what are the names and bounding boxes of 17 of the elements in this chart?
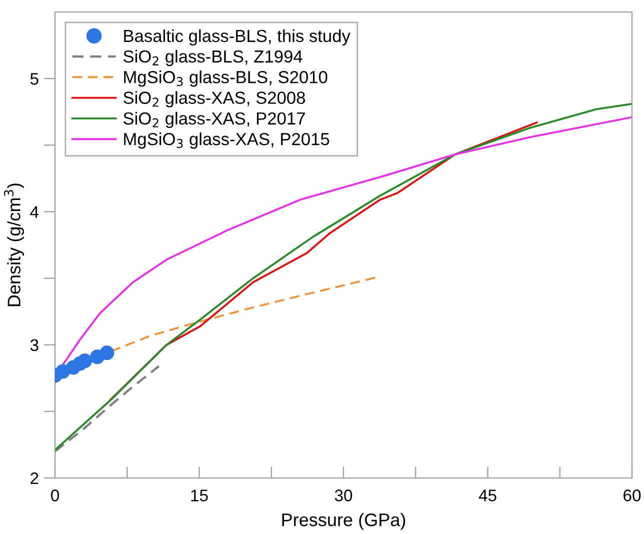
legend-label: SiO$_{2}$ glass-BLS, Z1994: [124, 50, 302, 66]
legend-label: SiO$_{2}$ glass-XAS, S2008: [124, 91, 305, 108]
y-tick-label: 4: [30, 206, 39, 218]
legend-label: MgSiO$_{3}$ glass-XAS, P2015: [124, 132, 330, 149]
y-tick-label: 2: [30, 472, 38, 484]
x-tick-label: 45: [478, 490, 496, 502]
x-tick-label: 15: [191, 490, 208, 502]
x-tick-label: 0: [51, 490, 59, 502]
y-axis-title: Density (g/cm$^{3}$): [4, 184, 24, 306]
x-tick-label: 30: [334, 490, 352, 502]
legend-label: MgSiO$_{3}$ glass-BLS, S2010: [124, 70, 328, 87]
x-tick-label: 60: [624, 490, 641, 502]
y-tick-label: 5: [30, 73, 38, 85]
legend-label: SiO$_{2}$ glass-XAS, P2017: [124, 112, 305, 128]
y-tick-label: 3: [30, 339, 38, 352]
x-axis-title: Pressure (GPa): [282, 512, 406, 530]
legend-label: Basaltic glass-BLS, this study: [124, 29, 350, 46]
